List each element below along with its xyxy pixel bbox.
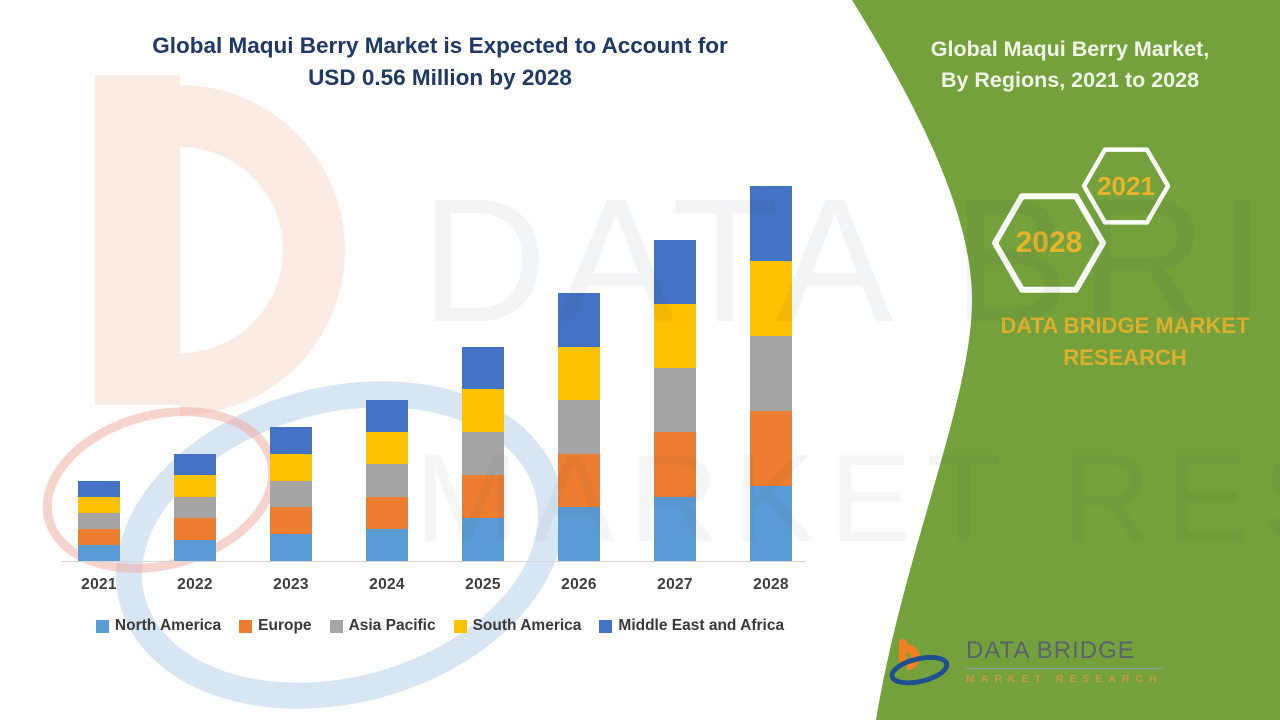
legend-label: South America bbox=[472, 617, 582, 634]
bar-segment-europe bbox=[654, 432, 696, 497]
bar-segment-middle-east-and-africa bbox=[366, 400, 408, 433]
legend-label: Europe bbox=[258, 617, 312, 634]
bar-segment-north-america bbox=[558, 507, 600, 561]
bar-segment-north-america bbox=[78, 544, 120, 561]
bar-segment-asia-pacific bbox=[462, 432, 504, 476]
legend-label: Asia Pacific bbox=[348, 617, 436, 634]
bar-segment-north-america bbox=[750, 486, 792, 561]
datab-logo-icon bbox=[889, 638, 950, 686]
bar-2025 bbox=[462, 346, 504, 561]
bar-segment-europe bbox=[174, 518, 216, 540]
x-axis-label-2026: 2026 bbox=[561, 576, 597, 593]
x-axis-label-2027: 2027 bbox=[657, 576, 693, 593]
panel-title: Global Maqui Berry Market, By Regions, 2… bbox=[880, 34, 1260, 96]
legend-item-middle-east-and-africa: Middle East and Africa bbox=[599, 617, 784, 635]
legend-item-europe: Europe bbox=[239, 617, 312, 635]
x-axis-label-2025: 2025 bbox=[465, 576, 501, 593]
bar-2027 bbox=[654, 239, 696, 561]
bar-segment-middle-east-and-africa bbox=[558, 293, 600, 347]
bar-2022 bbox=[174, 454, 216, 561]
chart-title: Global Maqui Berry Market is Expected to… bbox=[60, 30, 820, 94]
bar-segment-europe bbox=[366, 496, 408, 529]
brand-line1: DATA BRIDGE MARKET bbox=[1000, 313, 1250, 338]
bar-segment-europe bbox=[750, 411, 792, 486]
chart-legend: North America Europe Asia Pacific South Ame… bbox=[40, 617, 840, 635]
bar-segment-south-america bbox=[270, 453, 312, 481]
bar-2024 bbox=[366, 400, 408, 561]
brand-wordmark: DATA BRIDGE MARKET RESEARCH bbox=[940, 310, 1280, 374]
bar-segment-asia-pacific bbox=[366, 464, 408, 497]
bar-2023 bbox=[270, 427, 312, 561]
bar-segment-north-america bbox=[654, 496, 696, 561]
bar-2021 bbox=[78, 480, 120, 561]
bar-segment-asia-pacific bbox=[654, 368, 696, 433]
bar-segment-asia-pacific bbox=[174, 496, 216, 519]
x-axis-label-2024: 2024 bbox=[369, 576, 405, 593]
panel-title-line1: Global Maqui Berry Market, bbox=[930, 37, 1210, 61]
chart-title-line1: Global Maqui Berry Market is Expected to… bbox=[152, 33, 728, 58]
footer-logo-name: DATA BRIDGE bbox=[966, 637, 1163, 669]
bar-2028 bbox=[750, 186, 792, 561]
x-axis-label-2023: 2023 bbox=[273, 576, 309, 593]
hexagon-label-2021: 2021 bbox=[1097, 171, 1155, 201]
bar-segment-south-america bbox=[654, 303, 696, 369]
legend-swatch bbox=[599, 619, 613, 633]
footer-logo-subtitle: MARKET RESEARCH bbox=[966, 673, 1163, 685]
bar-segment-north-america bbox=[270, 534, 312, 561]
bar-segment-north-america bbox=[174, 539, 216, 561]
legend-swatch bbox=[453, 619, 467, 633]
bar-segment-south-america bbox=[174, 475, 216, 497]
bar-segment-middle-east-and-africa bbox=[654, 239, 696, 304]
bar-2026 bbox=[558, 293, 600, 561]
bar-segment-south-america bbox=[750, 261, 792, 336]
bar-segment-asia-pacific bbox=[750, 336, 792, 411]
x-axis-label-2022: 2022 bbox=[177, 576, 213, 593]
bar-segment-europe bbox=[78, 528, 120, 545]
legend-swatch bbox=[239, 619, 253, 633]
x-axis-label-2021: 2021 bbox=[81, 576, 117, 593]
panel-title-line2: By Regions, 2021 to 2028 bbox=[940, 68, 1200, 92]
bar-segment-asia-pacific bbox=[270, 480, 312, 508]
bar-segment-middle-east-and-africa bbox=[750, 186, 792, 261]
bar-segment-asia-pacific bbox=[558, 400, 600, 454]
hexagon-label-2028: 2028 bbox=[1015, 226, 1083, 259]
bar-segment-south-america bbox=[462, 389, 504, 433]
bar-segment-middle-east-and-africa bbox=[462, 346, 504, 390]
bar-segment-asia-pacific bbox=[78, 512, 120, 529]
bar-segment-north-america bbox=[366, 528, 408, 561]
x-axis-line bbox=[62, 561, 806, 562]
bar-segment-middle-east-and-africa bbox=[174, 454, 216, 476]
bar-segment-south-america bbox=[558, 346, 600, 401]
legend-label: North America bbox=[114, 617, 222, 634]
legend-item-south-america: South America bbox=[453, 617, 582, 635]
brand-line2: RESEARCH bbox=[1063, 345, 1187, 370]
legend-item-asia-pacific: Asia Pacific bbox=[329, 617, 436, 635]
legend-item-north-america: North America bbox=[95, 617, 222, 635]
bar-segment-middle-east-and-africa bbox=[270, 427, 312, 454]
bar-segment-middle-east-and-africa bbox=[78, 480, 120, 497]
x-axis-label-2028: 2028 bbox=[753, 576, 789, 593]
bar-segment-europe bbox=[270, 507, 312, 535]
bar-segment-north-america bbox=[462, 518, 504, 561]
footer-logo: DATA BRIDGE MARKET RESEARCH bbox=[886, 630, 1163, 692]
bar-segment-south-america bbox=[78, 496, 120, 513]
chart-title-line2: USD 0.56 Million by 2028 bbox=[308, 65, 572, 90]
bar-segment-south-america bbox=[366, 432, 408, 465]
legend-label: Middle East and Africa bbox=[618, 617, 785, 634]
bar-segment-europe bbox=[558, 453, 600, 508]
legend-swatch bbox=[329, 619, 343, 633]
bar-segment-europe bbox=[462, 475, 504, 519]
legend-swatch bbox=[95, 619, 109, 633]
